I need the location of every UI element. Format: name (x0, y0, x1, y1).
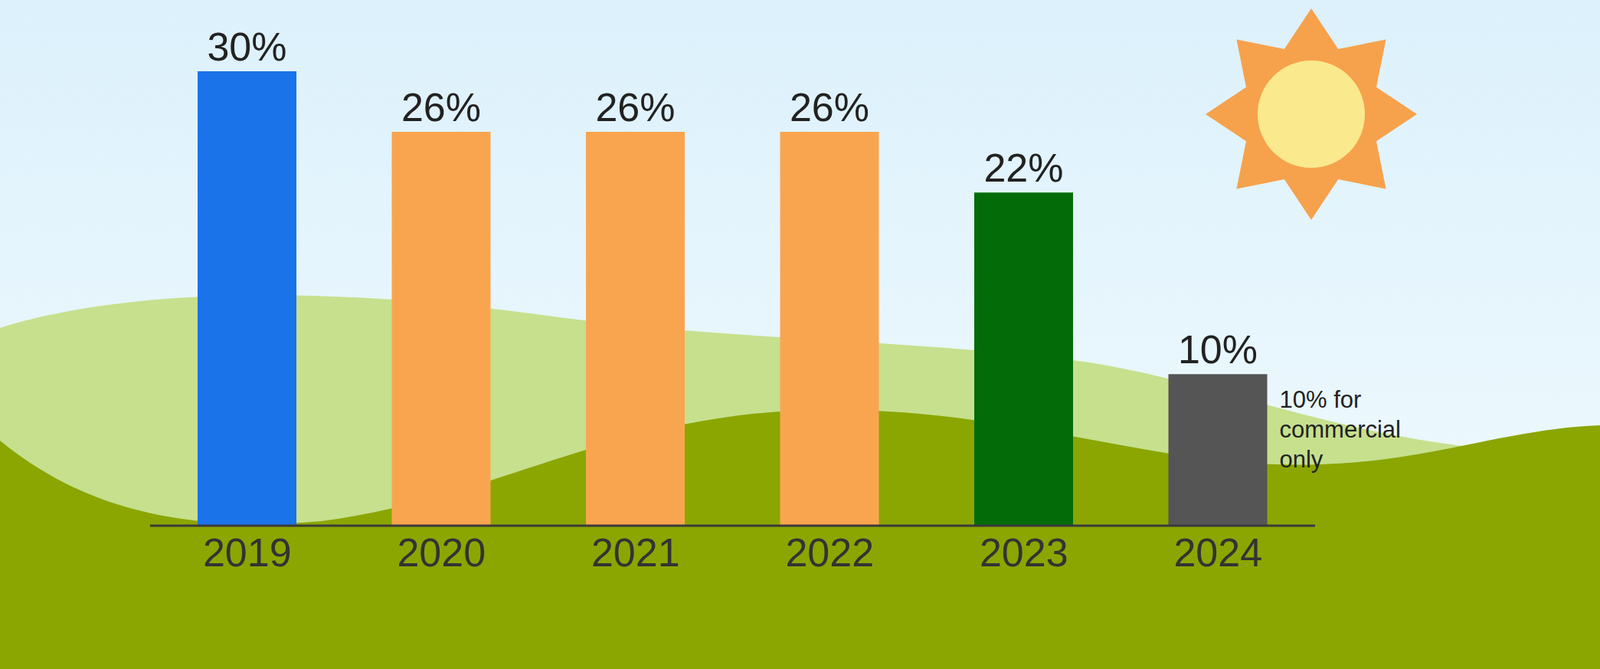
svg-text:30%: 30% (206, 24, 287, 69)
svg-text:22%: 22% (983, 145, 1064, 190)
svg-text:2020: 2020 (396, 530, 486, 575)
svg-text:26%: 26% (401, 85, 481, 130)
svg-text:2021: 2021 (591, 530, 681, 575)
svg-text:2019: 2019 (202, 530, 292, 575)
svg-text:10%: 10% (1177, 327, 1258, 372)
svg-text:2024: 2024 (1173, 530, 1263, 575)
svg-text:26%: 26% (789, 85, 870, 130)
svg-text:2023: 2023 (979, 530, 1069, 575)
svg-text:26%: 26% (595, 85, 675, 130)
svg-text:10% forcommercialonly: 10% forcommercialonly (1279, 386, 1401, 473)
svg-text:2022: 2022 (785, 530, 874, 575)
